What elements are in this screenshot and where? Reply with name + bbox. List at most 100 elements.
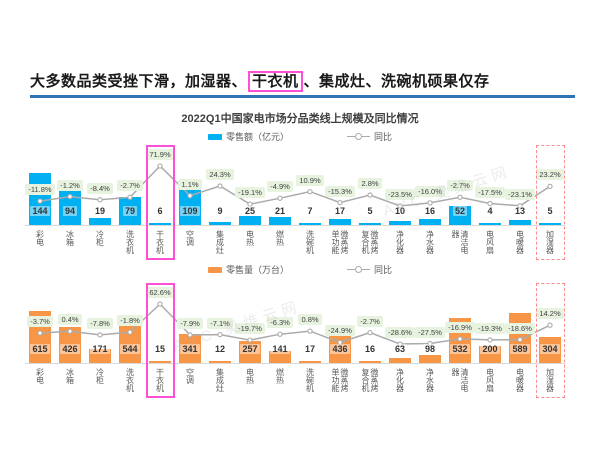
yoy-label: -19.1% xyxy=(227,187,273,199)
highlight-box-干衣机 xyxy=(146,283,175,398)
value-label: 341 xyxy=(180,344,200,354)
category-label-洗衣机: 洗衣机 xyxy=(125,368,135,392)
value-label: 200 xyxy=(480,344,500,354)
legend-item-line: 同比 xyxy=(347,263,392,276)
category-label-电热: 电热 xyxy=(245,230,255,246)
category-label-微蒸烤复合机: 微蒸烤复合机 xyxy=(361,368,379,392)
yoy-label: 24.3% xyxy=(197,169,243,180)
bar-洗衣机 xyxy=(119,317,141,363)
bar-燃热 xyxy=(269,351,291,363)
value-label: 25 xyxy=(242,206,257,216)
bar-干衣机 xyxy=(149,360,171,363)
yoy-line xyxy=(37,301,553,347)
yoy-label: -3.7% xyxy=(17,316,63,328)
value-label: 79 xyxy=(122,206,137,216)
category-label-电热: 电热 xyxy=(245,368,255,384)
yoy-line xyxy=(37,163,553,209)
headline-highlight-box: 干衣机 xyxy=(248,71,303,92)
value-label: 5 xyxy=(365,206,375,216)
bar-加湿器 xyxy=(539,337,561,363)
x-axis xyxy=(25,363,565,364)
highlight-box-干衣机 xyxy=(146,145,175,260)
value-label: 426 xyxy=(60,344,80,354)
yoy-label: -17.5% xyxy=(467,186,513,198)
category-label-电暖器: 电暖器 xyxy=(515,230,525,254)
yoy-label: -16.9% xyxy=(437,321,483,333)
legend-item-line: 同比 xyxy=(347,130,392,143)
category-label-清洁电器: 清洁电器 xyxy=(451,230,469,254)
value-label: 63 xyxy=(392,344,407,354)
yoy-label: -23.1% xyxy=(497,188,543,200)
category-label-彩电: 彩电 xyxy=(35,230,45,246)
category-label-净化器: 净化器 xyxy=(395,368,405,392)
headline: 大多数品类受挫下滑，加湿器、 干衣机 、集成灶、洗碗机硕果仅存 xyxy=(30,70,575,92)
yoy-label: -2.7% xyxy=(347,315,393,327)
yoy-label: 2.8% xyxy=(347,178,393,189)
legend-line-label: 同比 xyxy=(374,265,393,275)
category-label-洗碗机: 洗碗机 xyxy=(305,230,315,254)
chart-title: 2022Q1中国家电市场分品类线上规模及同比情况 xyxy=(181,113,419,125)
value-label: 5 xyxy=(545,206,555,216)
legend-item-bar: 零售量（万台） xyxy=(207,263,289,276)
bar-净化器 xyxy=(389,221,411,225)
value-label: 21 xyxy=(272,206,287,216)
headline-text-pre: 大多数品类受挫下滑，加湿器、 xyxy=(30,73,248,90)
yoy-label: -1.2% xyxy=(47,179,93,191)
legend-retail-volume: 零售量（万台） 同比 xyxy=(30,263,570,276)
yoy-label: -2.7% xyxy=(437,180,483,192)
category-label-冰箱: 冰箱 xyxy=(65,368,75,384)
bar-洗碗机 xyxy=(299,360,321,363)
bar-电风扇 xyxy=(479,346,501,363)
yoy-label: -4.9% xyxy=(257,181,303,193)
bar-冰箱 xyxy=(59,191,81,225)
bar-燃热 xyxy=(269,217,291,225)
bar-空调 xyxy=(179,185,201,225)
category-label-集成灶: 集成灶 xyxy=(215,230,225,254)
bar-洗衣机 xyxy=(119,196,141,225)
category-label-彩电: 彩电 xyxy=(35,368,45,384)
yoy-label: -23.5% xyxy=(377,189,423,200)
category-label-干衣机: 干衣机 xyxy=(155,230,165,254)
category-label-净化器: 净化器 xyxy=(395,230,405,254)
legend-line-label: 同比 xyxy=(374,132,393,142)
category-label-清洁电器: 清洁电器 xyxy=(451,368,469,392)
yoy-label: -16.0% xyxy=(407,185,453,197)
bar-微蒸烤复合机 xyxy=(359,360,381,363)
highlight-box-加湿器 xyxy=(536,283,565,398)
category-label-微蒸烤单功能: 微蒸烤单功能 xyxy=(331,230,349,254)
value-label: 615 xyxy=(30,344,50,354)
bar-加湿器 xyxy=(539,222,561,225)
bar-集成灶 xyxy=(209,360,231,363)
value-label: 13 xyxy=(512,206,527,216)
bar-净水器 xyxy=(419,219,441,225)
category-label-加湿器: 加湿器 xyxy=(545,368,555,392)
yoy-label: 0.8% xyxy=(287,314,333,326)
legend-retail-value: 零售额（亿元） 同比 xyxy=(30,130,570,143)
bar-电风扇 xyxy=(479,222,501,225)
category-label-集成灶: 集成灶 xyxy=(215,368,225,392)
category-label-冰箱: 冰箱 xyxy=(65,230,75,246)
yoy-label: 23.2% xyxy=(527,169,573,181)
yoy-label: -18.6% xyxy=(497,322,543,334)
value-label: 109 xyxy=(180,206,200,216)
headline-divider xyxy=(30,95,575,98)
value-label: 436 xyxy=(330,344,350,354)
yoy-label: -19.7% xyxy=(227,323,273,335)
category-label-洗碗机: 洗碗机 xyxy=(305,368,315,392)
bar-洗碗机 xyxy=(299,222,321,225)
yoy-label: 10.9% xyxy=(287,174,333,186)
category-label-微蒸烤单功能: 微蒸烤单功能 xyxy=(331,368,349,392)
retail-volume-chart: 615 426 171 544 15 341 12 257 141 17 436 16 63 98 532 2… xyxy=(25,278,565,403)
category-label-冷柜: 冷柜 xyxy=(95,230,105,246)
yoy-label: -24.9% xyxy=(317,325,363,337)
value-label: 141 xyxy=(270,344,290,354)
value-label: 94 xyxy=(62,206,77,216)
value-label: 304 xyxy=(540,344,560,354)
bar-清洁电器 xyxy=(449,206,471,225)
legend-bar-label: 零售额（亿元） xyxy=(225,132,289,142)
bar-净化器 xyxy=(389,357,411,363)
category-label-燃热: 燃热 xyxy=(275,368,285,384)
category-label-电暖器: 电暖器 xyxy=(515,368,525,392)
value-label: 98 xyxy=(422,344,437,354)
